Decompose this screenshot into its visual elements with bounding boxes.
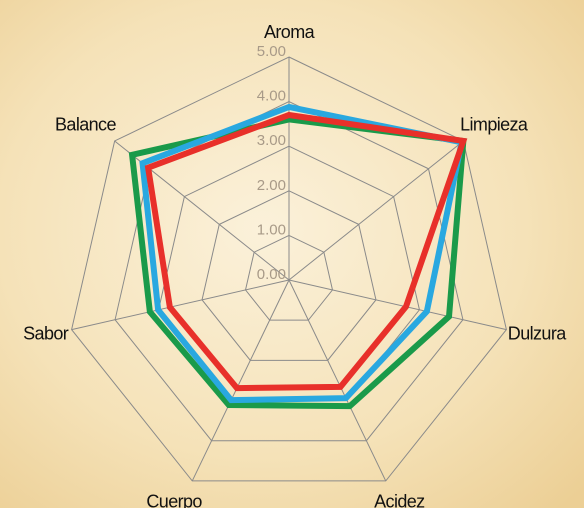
category-label: Cuerpo — [146, 491, 202, 508]
r-tick-label: 1.00 — [257, 221, 286, 238]
r-tick-label: 3.00 — [257, 132, 286, 149]
grid-ring — [244, 234, 334, 321]
category-label: Aroma — [264, 22, 316, 42]
r-tick-label: 0.00 — [257, 266, 286, 283]
category-label: Sabor — [23, 324, 69, 344]
grid-ring — [71, 56, 507, 482]
category-label: Limpieza — [460, 115, 529, 135]
series-line — [128, 116, 467, 410]
category-label: Acidez — [374, 491, 425, 508]
axis-line — [288, 279, 507, 331]
axis-line — [288, 140, 464, 281]
axis-line — [71, 279, 290, 331]
series-line — [144, 111, 468, 392]
category-label: Dulzura — [508, 324, 567, 344]
axis-line — [288, 279, 387, 482]
grid-ring — [201, 190, 377, 361]
grid — [71, 56, 507, 482]
r-tick-label: 4.00 — [257, 88, 286, 105]
series-group — [128, 103, 468, 410]
r-tick-label: 5.00 — [257, 43, 286, 60]
r-tick-label: 2.00 — [257, 177, 286, 194]
axis-line — [191, 279, 290, 482]
category-label: Balance — [55, 115, 116, 135]
